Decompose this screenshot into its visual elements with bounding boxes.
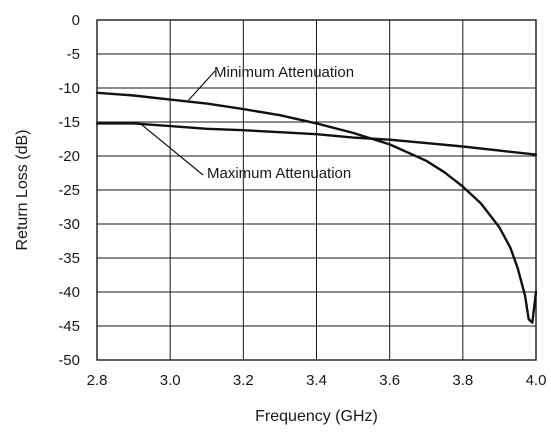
- x-tick-label: 3.0: [160, 372, 181, 389]
- y-tick-label: -45: [58, 318, 80, 335]
- annotation-leader-line: [188, 70, 216, 101]
- x-tick-label: 4.0: [526, 372, 547, 389]
- y-tick-label: -20: [58, 148, 80, 165]
- series-line-maximum-attenuation: [95, 122, 538, 156]
- series-line-minimum-attenuation: [95, 91, 538, 324]
- y-tick-label: -15: [58, 114, 80, 131]
- y-tick-label: -5: [67, 46, 80, 63]
- x-tick-label: 2.8: [87, 372, 108, 389]
- y-tick-label: 0: [72, 12, 80, 29]
- annotations: Minimum Attenuation Maximum Attenuation: [140, 64, 354, 182]
- annotation-label: Maximum Attenuation: [207, 165, 351, 182]
- y-axis-title: Return Loss (dB): [14, 130, 31, 251]
- x-axis-title: Frequency (GHz): [255, 408, 378, 425]
- x-tick-label: 3.8: [452, 372, 473, 389]
- plot-frame: [96, 19, 537, 361]
- annotation-leader-line: [140, 123, 204, 176]
- y-tick-label: -50: [58, 352, 80, 369]
- x-tick-label: 3.2: [233, 372, 254, 389]
- y-tick-label: -30: [58, 216, 80, 233]
- x-tick-label: 3.4: [306, 372, 327, 389]
- y-tick-label: -35: [58, 250, 80, 267]
- y-tick-label: -25: [58, 182, 80, 199]
- grid: [96, 19, 537, 361]
- x-tick-label: 3.6: [379, 372, 400, 389]
- annotation-label: Minimum Attenuation: [214, 64, 354, 81]
- series-lines: [95, 91, 538, 324]
- tick-labels: 2.8 3.0 3.2 3.4 3.6 3.8 4.0 0 -5 -10 -15 -20 -25 -30 -…: [58, 12, 546, 389]
- y-tick-label: -10: [58, 80, 80, 97]
- y-tick-label: -40: [58, 284, 80, 301]
